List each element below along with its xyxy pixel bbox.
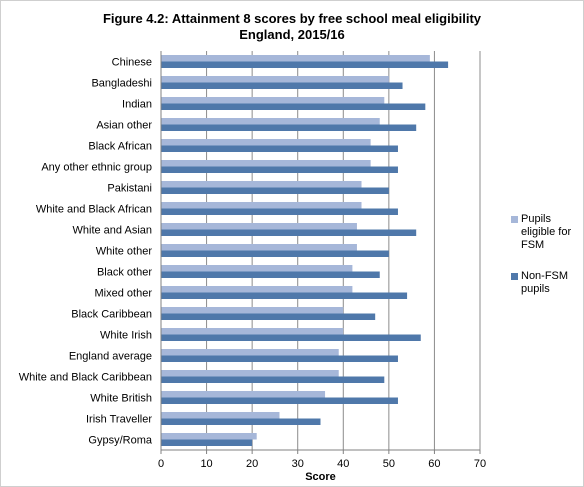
bar-fsm — [161, 160, 371, 167]
tick-label: 0 — [158, 458, 164, 470]
category-labels: Chinese Bangladeshi Indian Asian other Black… — [19, 57, 153, 447]
bar-fsm — [161, 55, 430, 62]
category-label: White and Black African — [36, 204, 152, 216]
category-label: Black Caribbean — [71, 309, 152, 321]
tick-label: 20 — [246, 458, 258, 470]
bar-fsm — [161, 76, 389, 83]
bar-non-fsm — [161, 334, 421, 341]
category-label: Chinese — [112, 57, 152, 69]
chart-title-block: Figure 4.2: Attainment 8 scores by free … — [1, 11, 583, 43]
tick-label: 60 — [428, 458, 440, 470]
bar-non-fsm — [161, 355, 398, 362]
bar-non-fsm — [161, 376, 385, 383]
legend-item-fsm: Pupils eligible for FSM — [511, 213, 583, 252]
bar-fsm — [161, 370, 339, 377]
bar-fsm — [161, 244, 357, 251]
bar-non-fsm — [161, 439, 253, 446]
bar-non-fsm — [161, 271, 380, 278]
x-axis-ticks: 0 10 20 30 40 50 60 70 — [158, 450, 486, 470]
category-label: England average — [69, 351, 152, 363]
bar-non-fsm — [161, 82, 403, 89]
bar-non-fsm — [161, 229, 417, 236]
bar-non-fsm — [161, 103, 426, 110]
legend-label-non-fsm: Non-FSM pupils — [521, 270, 569, 295]
bar-non-fsm — [161, 418, 321, 425]
legend-swatch-fsm — [511, 216, 518, 223]
bar-non-fsm — [161, 313, 376, 320]
category-label: Irish Traveller — [86, 414, 152, 426]
tick-label: 40 — [337, 458, 349, 470]
category-label: Black African — [88, 141, 152, 153]
bar-non-fsm — [161, 292, 408, 299]
category-label: Black other — [97, 267, 152, 279]
tick-label: 10 — [200, 458, 212, 470]
category-label: Pakistani — [107, 183, 152, 195]
bar-fsm — [161, 139, 371, 146]
chart-subtitle: England, 2015/16 — [239, 27, 345, 42]
bar-non-fsm — [161, 124, 417, 131]
bar-fsm — [161, 412, 280, 419]
legend-swatch-non-fsm — [511, 273, 518, 280]
category-label: Asian other — [96, 120, 152, 132]
bar-fsm — [161, 433, 257, 440]
bar-non-fsm — [161, 61, 449, 68]
bar-non-fsm — [161, 250, 389, 257]
tick-label: 30 — [292, 458, 304, 470]
bar-fsm — [161, 181, 362, 188]
bar-fsm — [161, 265, 353, 272]
bar-fsm — [161, 202, 362, 209]
category-label: Indian — [122, 99, 152, 111]
bar-fsm — [161, 97, 385, 104]
category-label: Any other ethnic group — [41, 162, 152, 174]
category-label: White and Black Caribbean — [19, 372, 152, 384]
gridlines — [206, 51, 481, 450]
bar-fsm — [161, 349, 339, 356]
bar-fsm — [161, 328, 344, 335]
tick-label: 50 — [383, 458, 395, 470]
bar-fsm — [161, 223, 357, 230]
bar-non-fsm — [161, 208, 398, 215]
category-label: Mixed other — [95, 288, 153, 300]
bar-fsm — [161, 286, 353, 293]
legend: Pupils eligible for FSM Non-FSM pupils — [511, 213, 583, 314]
category-label: White and Asian — [73, 225, 153, 237]
bar-non-fsm — [161, 145, 398, 152]
bar-fsm — [161, 307, 344, 314]
chart-title: Figure 4.2: Attainment 8 scores by free … — [102, 11, 482, 26]
legend-label-fsm: Pupils eligible for FSM — [521, 213, 572, 251]
category-label: White other — [96, 246, 153, 258]
tick-label: 70 — [474, 458, 486, 470]
bar-non-fsm — [161, 397, 398, 404]
x-axis-title: Score — [305, 471, 336, 483]
category-label: White British — [90, 393, 152, 405]
category-label: Bangladeshi — [91, 78, 152, 90]
bar-fsm — [161, 118, 380, 125]
bar-non-fsm — [161, 166, 398, 173]
bar-non-fsm — [161, 187, 389, 194]
legend-item-non-fsm: Non-FSM pupils — [511, 270, 583, 296]
category-label: White Irish — [100, 330, 152, 342]
bars — [161, 55, 449, 446]
category-label: Gypsy/Roma — [88, 435, 152, 447]
bar-fsm — [161, 391, 326, 398]
